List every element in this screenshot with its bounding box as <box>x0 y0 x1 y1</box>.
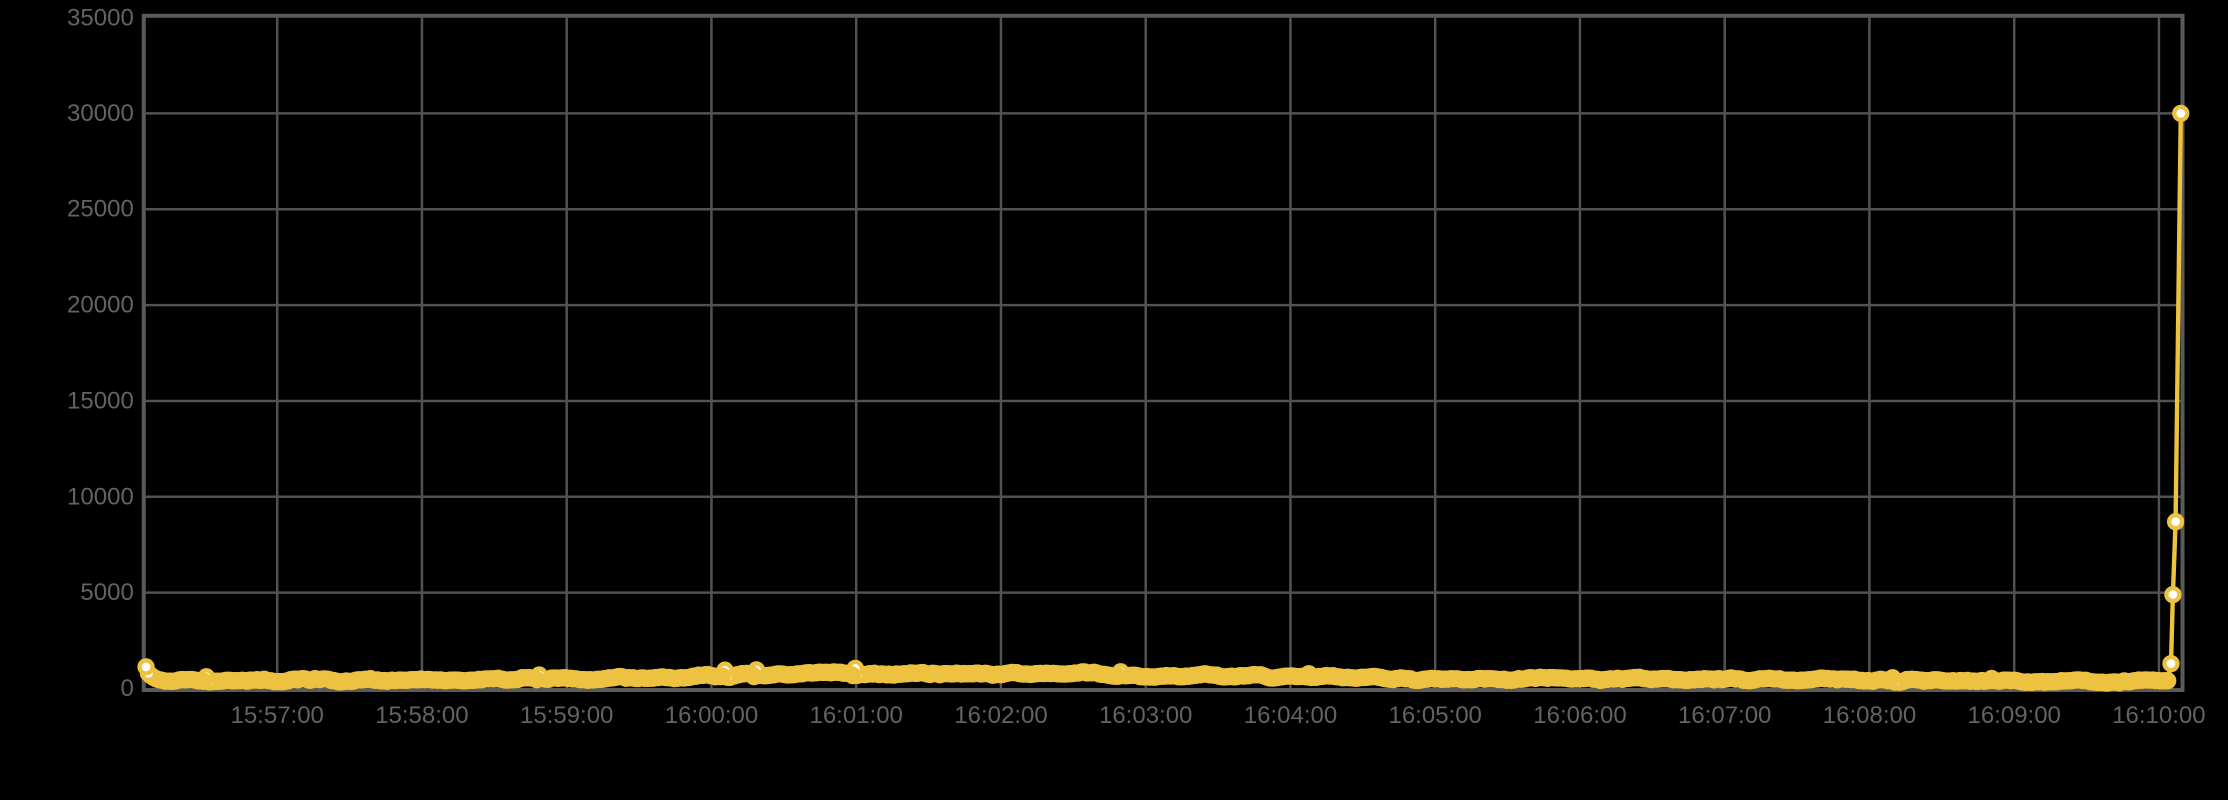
svg-text:35000: 35000 <box>67 4 134 31</box>
svg-text:16:00:00: 16:00:00 <box>665 702 758 729</box>
svg-text:10000: 10000 <box>67 483 134 510</box>
svg-text:16:08:00: 16:08:00 <box>1823 702 1916 729</box>
svg-text:30000: 30000 <box>67 100 134 127</box>
svg-text:16:09:00: 16:09:00 <box>1967 702 2060 729</box>
svg-text:16:10:00: 16:10:00 <box>2112 702 2205 729</box>
svg-text:25000: 25000 <box>67 196 134 223</box>
svg-text:16:03:00: 16:03:00 <box>1099 702 1192 729</box>
svg-text:20000: 20000 <box>67 292 134 319</box>
svg-text:15:57:00: 15:57:00 <box>230 702 323 729</box>
svg-text:16:07:00: 16:07:00 <box>1678 702 1771 729</box>
svg-text:16:02:00: 16:02:00 <box>954 702 1047 729</box>
svg-text:16:04:00: 16:04:00 <box>1244 702 1337 729</box>
svg-text:0: 0 <box>120 675 133 702</box>
svg-text:15000: 15000 <box>67 387 134 414</box>
svg-text:16:05:00: 16:05:00 <box>1388 702 1481 729</box>
svg-text:15:59:00: 15:59:00 <box>520 702 613 729</box>
svg-text:5000: 5000 <box>80 579 133 606</box>
svg-text:16:01:00: 16:01:00 <box>809 702 902 729</box>
svg-text:15:58:00: 15:58:00 <box>375 702 468 729</box>
svg-text:16:06:00: 16:06:00 <box>1533 702 1626 729</box>
